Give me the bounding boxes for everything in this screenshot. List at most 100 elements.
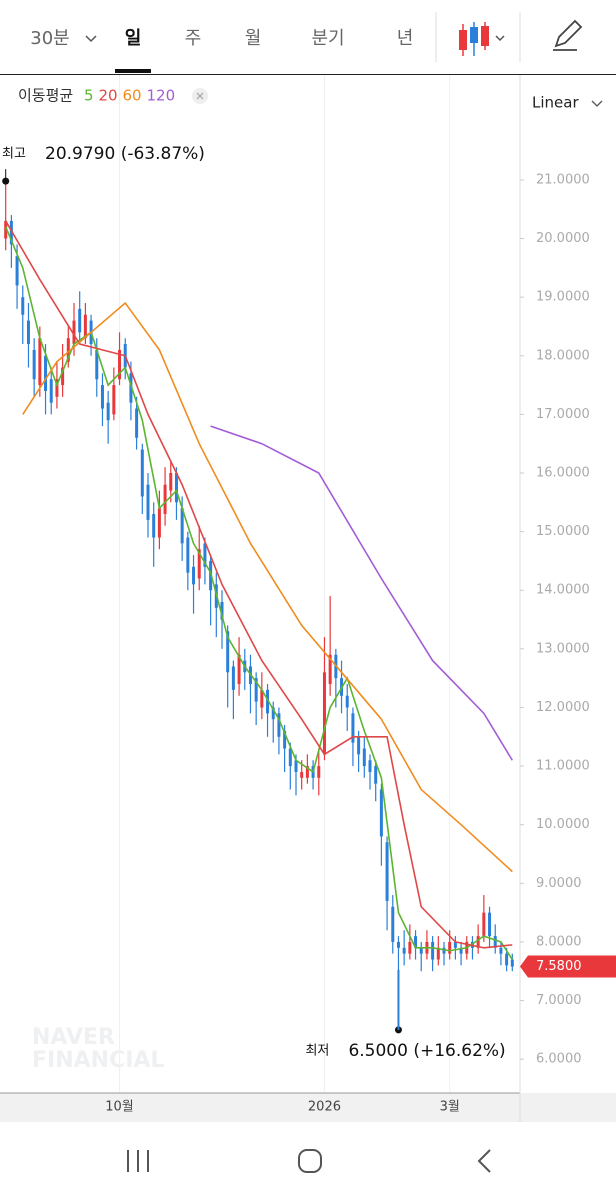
candle-body [431,941,435,960]
candle-body [186,537,190,573]
watermark: FINANCIAL [32,1048,164,1073]
annotation-label: 최고 [2,147,26,162]
candle-body [266,689,270,714]
tab[interactable]: 주 [185,28,202,49]
y-tick-label: 14.0000 [536,583,590,598]
candle-body [510,959,514,967]
legend-entry: 5 [84,87,94,105]
candle-body [362,748,366,767]
candle-body [374,766,378,784]
candle-body [83,314,87,339]
candle-body [15,256,19,286]
candle-body [402,947,406,954]
candle-body [476,936,480,948]
moving-average-line [22,301,513,873]
candle-body [237,654,241,685]
tab[interactable]: 월 [245,28,262,49]
y-tick-label: 13.0000 [536,641,590,656]
legend-entry: 20 [99,87,118,105]
y-tick-label: 11.0000 [536,759,590,774]
candle-body [345,695,349,708]
candle-body [300,771,304,778]
candle-body [391,906,395,942]
indicator-label: 이동평균 [18,87,73,105]
candle-body [197,549,201,579]
x-tick-label: 10월 [105,1100,134,1115]
candle-body [157,508,161,538]
y-tick-label: 8.0000 [536,934,582,949]
candle-body [379,789,383,837]
legend-entry: 60 [123,87,142,105]
candle-body [192,566,196,585]
recent-apps-button[interactable] [127,1150,149,1172]
candle-body [4,220,8,239]
moving-average-line [5,220,513,949]
candle-body [146,484,150,520]
candle-body [505,953,509,966]
back-button[interactable] [477,1149,491,1173]
candle-body [459,947,463,954]
y-tick-label: 21.0000 [536,172,590,187]
navigation-bar [127,1149,491,1173]
current-price-tag [520,955,616,978]
candle-body [277,713,281,737]
annotation-label: 최저 [305,1043,329,1058]
scale-mode[interactable]: Linear [532,94,579,112]
candle-body [283,730,287,749]
candle-body [357,736,361,755]
candle-body [493,936,497,948]
candle-body [254,678,258,702]
candle-body [169,473,173,491]
candle-body [288,748,292,767]
dropdown-arrow [85,35,97,43]
candle-body [106,402,110,421]
legend-entry: 120 [147,87,176,105]
tab[interactable]: 일 [125,28,142,49]
tab[interactable]: 30분 [30,28,69,49]
draw-button[interactable] [553,19,583,51]
y-tick-label: 16.0000 [536,466,590,481]
candle-body [152,514,156,538]
candle-type-button[interactable] [459,22,505,56]
candle-body [448,941,452,954]
candle-body [442,947,446,954]
candle-body [368,760,372,772]
tab[interactable]: 분기 [311,28,344,49]
watermark: NAVER [32,1025,115,1050]
candle-body [140,449,144,497]
tab[interactable]: 년 [397,28,414,49]
candle-body [499,947,503,954]
candle-body [95,349,99,380]
y-tick-label: 9.0000 [536,876,582,891]
current-price-label: 7.5800 [536,959,582,974]
candle-body [260,689,264,708]
x-tick-label: 2026 [308,1100,341,1115]
y-tick-label: 10.0000 [536,817,590,832]
candle-body [305,766,309,778]
y-tick-label: 18.0000 [536,348,590,363]
tab-bar: 30분 일 주 월 분기 년 [0,12,616,75]
candle-body [351,713,355,743]
candle-body [317,766,321,778]
candle-body [26,320,30,345]
moving-average-line [210,425,513,761]
candle-body [294,760,298,772]
y-tick-label: 15.0000 [536,524,590,539]
candle-body [44,355,48,391]
candle-body [21,297,25,315]
candle-body [180,508,184,544]
indicator-legend: 이동평균 5 20 60 120 [18,87,208,105]
annotation-value: 20.9790 (-63.87%) [45,144,205,164]
candle-body [61,367,65,386]
plot-area [4,75,514,1092]
home-button[interactable] [298,1149,322,1173]
candle-body [174,473,178,503]
candle-body [112,385,116,415]
candle-body [118,349,122,380]
candle-body [9,220,13,245]
candle-body [231,666,235,690]
candle-body [38,338,42,386]
candle-body [453,941,457,948]
y-tick-label: 20.0000 [536,231,590,246]
